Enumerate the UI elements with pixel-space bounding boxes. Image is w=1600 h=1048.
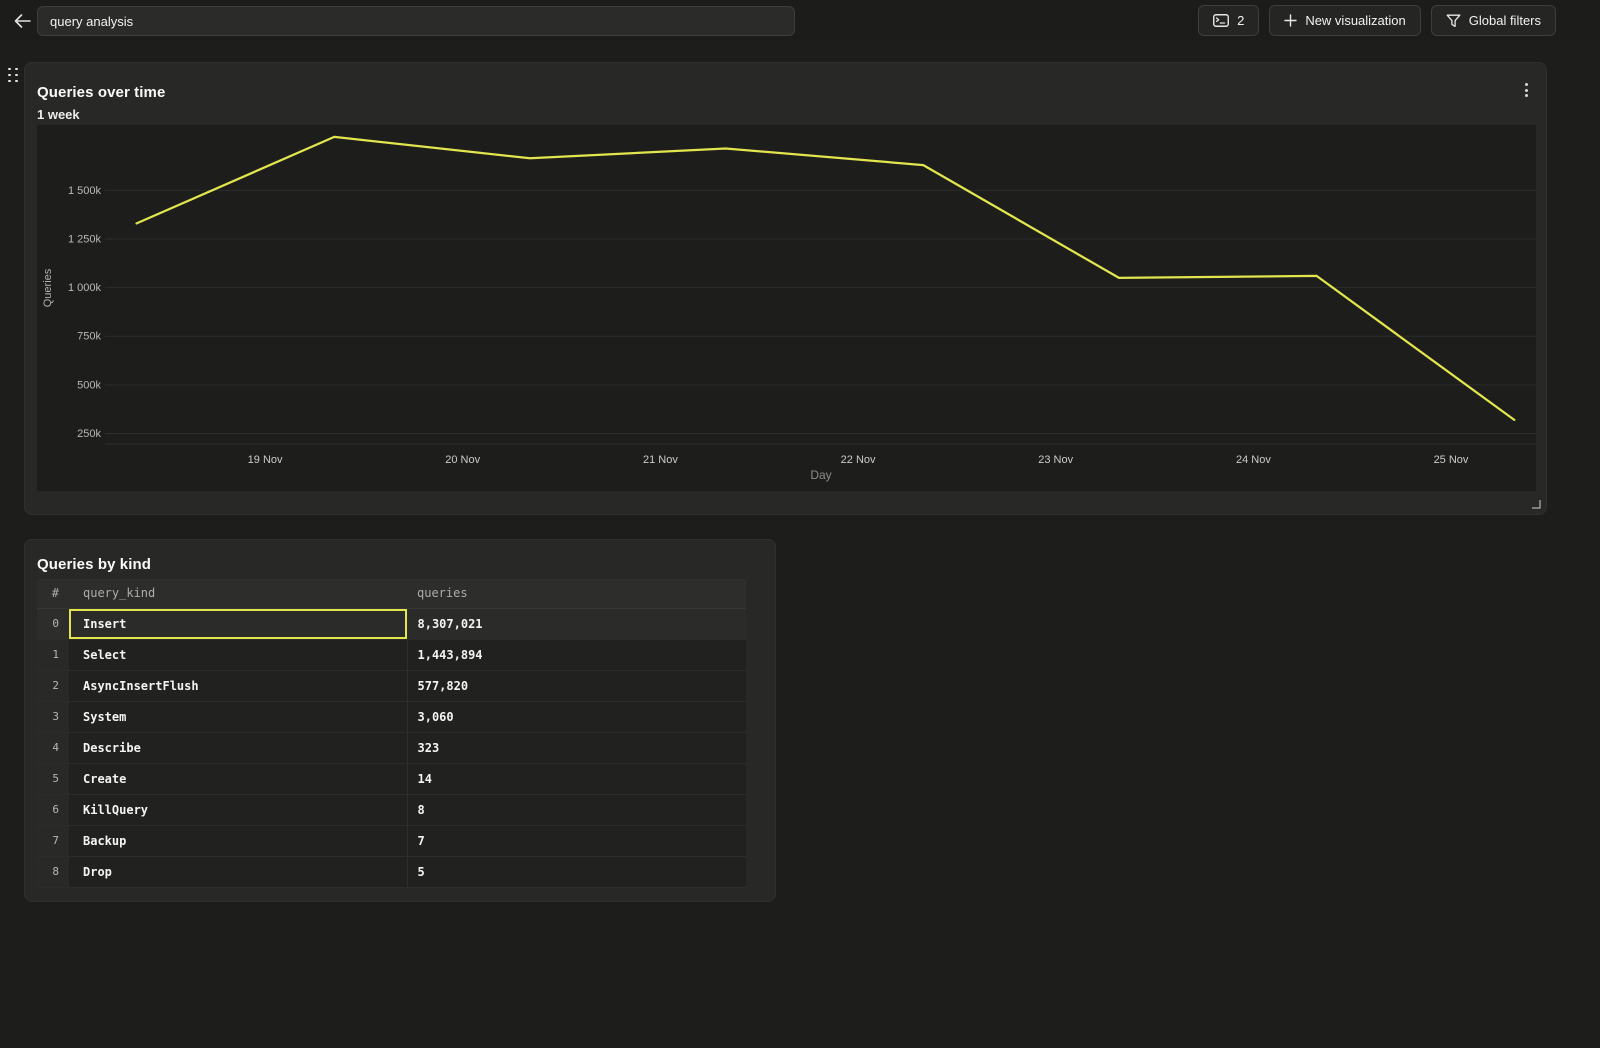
queries-by-kind-table: # query_kind queries 0 Insert 8,307,021 1 Se… xyxy=(37,579,746,888)
query-kind-cell[interactable]: Create xyxy=(69,763,407,795)
global-filters-button[interactable]: Global filters xyxy=(1430,5,1556,36)
queries-cell[interactable]: 1,443,894 xyxy=(406,639,746,671)
chart-menu-button[interactable] xyxy=(1516,79,1536,101)
kebab-icon xyxy=(1524,83,1528,97)
table-header-row: # query_kind queries xyxy=(37,579,746,609)
row-index-cell[interactable]: 0 xyxy=(37,608,69,640)
topbar: 2 New visualization Global filters xyxy=(0,0,1600,42)
global-filters-label: Global filters xyxy=(1468,13,1541,28)
table-row: 3 System 3,060 xyxy=(37,701,746,733)
query-kind-cell[interactable]: Select xyxy=(69,639,407,671)
table-row: 8 Drop 5 xyxy=(37,856,746,888)
row-index-cell[interactable]: 4 xyxy=(37,732,69,764)
y-tick-label: 500k xyxy=(77,379,101,391)
queries-cell[interactable]: 8,307,021 xyxy=(406,608,746,640)
x-tick-label: 20 Nov xyxy=(445,454,480,466)
table-row: 6 KillQuery 8 xyxy=(37,794,746,826)
y-axis-title: Queries xyxy=(42,268,54,307)
table-row: 4 Describe 323 xyxy=(37,732,746,764)
panel-drag-handle[interactable] xyxy=(6,66,20,84)
queries-cell[interactable]: 5 xyxy=(406,856,746,888)
table-panel: Queries by kind # query_kind queries 0 In… xyxy=(24,539,776,902)
queries-series-line xyxy=(135,135,1516,422)
queries-cell[interactable]: 7 xyxy=(406,825,746,857)
query-kind-cell[interactable]: Describe xyxy=(69,732,407,764)
query-kind-cell[interactable]: KillQuery xyxy=(69,794,407,826)
table-body: 0 Insert 8,307,021 1 Select 1,443,894 2 AsyncIn… xyxy=(37,608,746,888)
x-tick-label: 19 Nov xyxy=(248,454,283,466)
back-arrow-icon xyxy=(14,14,31,28)
row-index-cell[interactable]: 5 xyxy=(37,763,69,795)
panel-resize-handle[interactable] xyxy=(1531,499,1543,511)
chart-title: Queries over time xyxy=(37,84,166,101)
queries-cell[interactable]: 14 xyxy=(406,763,746,795)
x-tick-label: 21 Nov xyxy=(643,454,678,466)
funnel-icon xyxy=(1446,14,1461,28)
queries-over-time-chart[interactable]: 250k 500k 750k 1 000k 1 250k 1 500k 19 Nov 20 N… xyxy=(37,125,1536,491)
resize-corner-icon xyxy=(1531,499,1543,509)
new-visualization-label: New visualization xyxy=(1305,13,1406,28)
queries-cell[interactable]: 323 xyxy=(406,732,746,764)
col-header-queries: queries xyxy=(407,579,746,609)
x-tick-label: 24 Nov xyxy=(1236,454,1271,466)
line-chart-svg: 250k 500k 750k 1 000k 1 250k 1 500k 19 Nov 20 N… xyxy=(42,135,1536,482)
table-row: 2 AsyncInsertFlush 577,820 xyxy=(37,670,746,702)
row-index-cell[interactable]: 6 xyxy=(37,794,69,826)
row-index-cell[interactable]: 2 xyxy=(37,670,69,702)
y-tick-label: 750k xyxy=(77,331,101,343)
y-tick-label: 1 250k xyxy=(68,234,102,246)
x-tick-label: 25 Nov xyxy=(1434,454,1469,466)
plus-icon xyxy=(1284,14,1298,27)
topbar-actions: 2 New visualization Global filters xyxy=(1198,5,1556,36)
row-index-cell[interactable]: 8 xyxy=(37,856,69,888)
y-tick-label: 250k xyxy=(77,428,101,440)
queries-cell[interactable]: 577,820 xyxy=(406,670,746,702)
panels-count-button[interactable]: 2 xyxy=(1198,5,1260,36)
row-index-cell[interactable]: 7 xyxy=(37,825,69,857)
x-axis-title: Day xyxy=(810,468,831,482)
query-kind-cell[interactable]: Insert xyxy=(69,608,407,640)
console-icon xyxy=(1213,14,1230,27)
new-visualization-button[interactable]: New visualization xyxy=(1269,5,1421,36)
col-header-index: # xyxy=(37,579,69,609)
row-index-cell[interactable]: 1 xyxy=(37,639,69,671)
queries-cell[interactable]: 3,060 xyxy=(406,701,746,733)
x-tick-label: 23 Nov xyxy=(1038,454,1073,466)
col-header-query-kind: query_kind xyxy=(69,579,407,609)
table-row: 0 Insert 8,307,021 xyxy=(37,608,746,640)
query-kind-cell[interactable]: System xyxy=(69,701,407,733)
panels-count-label: 2 xyxy=(1237,13,1245,28)
query-kind-cell[interactable]: Drop xyxy=(69,856,407,888)
y-tick-label: 1 000k xyxy=(68,282,102,294)
table-title: Queries by kind xyxy=(37,556,152,573)
chart-panel: Queries over time 1 week 250k 500k 750k 1 0… xyxy=(24,62,1547,515)
back-button[interactable] xyxy=(8,7,36,35)
chart-subtitle: 1 week xyxy=(37,107,80,122)
query-kind-cell[interactable]: AsyncInsertFlush xyxy=(69,670,407,702)
query-kind-cell[interactable]: Backup xyxy=(69,825,407,857)
row-index-cell[interactable]: 3 xyxy=(37,701,69,733)
table-row: 5 Create 14 xyxy=(37,763,746,795)
table-row: 1 Select 1,443,894 xyxy=(37,639,746,671)
queries-cell[interactable]: 8 xyxy=(406,794,746,826)
dashboard-title-input[interactable] xyxy=(37,6,795,36)
table-row: 7 Backup 7 xyxy=(37,825,746,857)
x-tick-label: 22 Nov xyxy=(841,454,876,466)
y-tick-label: 1 500k xyxy=(68,185,102,197)
